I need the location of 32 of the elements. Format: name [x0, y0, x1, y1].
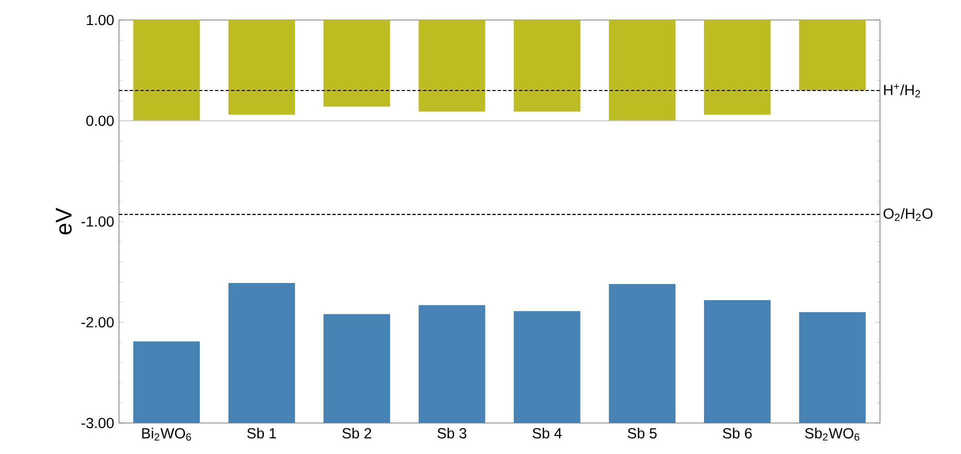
x-tick-label: Sb$_{2}$WO$_{6}$ — [805, 428, 860, 441]
y-axis-title: eV — [56, 208, 72, 234]
bar — [228, 20, 295, 115]
bar — [799, 20, 866, 91]
bar — [608, 20, 676, 121]
y-tick-label: -3.00 — [82, 418, 114, 428]
y-tick-label: 0.00 — [86, 116, 114, 126]
x-tick-label: Sb 4 — [532, 428, 562, 438]
x-tick-label: Sb 5 — [628, 428, 657, 438]
bar — [514, 20, 580, 112]
y-tick-label: -1.00 — [82, 216, 114, 227]
y-tick-label: 1.00 — [86, 14, 114, 26]
bar — [704, 300, 771, 423]
bar — [133, 20, 200, 121]
bar — [704, 20, 771, 115]
bar — [799, 312, 866, 423]
y-tick-label: -2.00 — [82, 317, 114, 328]
x-tick-label: Bi$_{2}$WO$_{6}$ — [142, 428, 191, 441]
bar — [514, 311, 580, 423]
bar — [133, 341, 200, 423]
bar — [418, 20, 486, 112]
ref-line-label: H$^{+}$/H$_{2}$ — [884, 84, 920, 98]
x-tick-label: Sb 6 — [722, 428, 752, 438]
x-tick-label: Sb 3 — [438, 428, 466, 438]
bar — [608, 284, 676, 423]
ref-line-label: O$_{2}$/H$_{2}$O — [884, 208, 932, 221]
bar — [418, 305, 486, 423]
x-tick-label: Sb 2 — [342, 428, 372, 438]
bar — [324, 314, 390, 423]
bar — [228, 282, 295, 423]
x-tick-label: Sb 1 — [247, 428, 276, 438]
bar — [324, 20, 390, 107]
